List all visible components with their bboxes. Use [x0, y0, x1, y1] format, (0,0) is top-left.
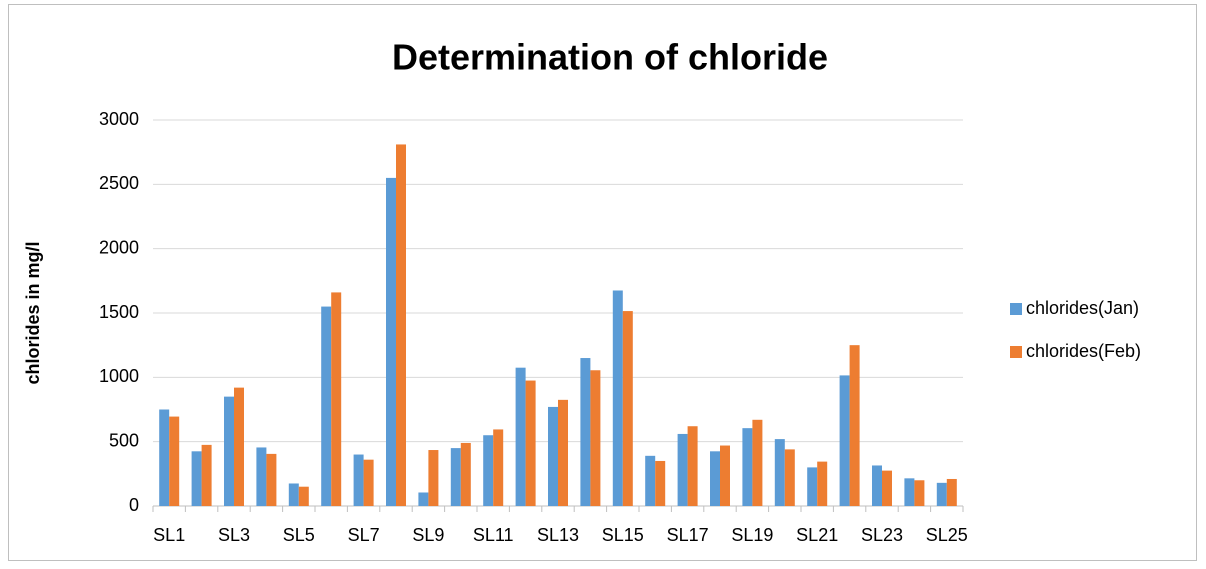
- bar: [710, 451, 720, 506]
- bar: [872, 465, 882, 506]
- bar: [201, 444, 212, 506]
- bar: [720, 445, 730, 506]
- bar: [752, 419, 763, 506]
- bar: [483, 435, 494, 506]
- bar: [936, 482, 947, 506]
- bar: [580, 358, 591, 506]
- bar: [234, 387, 244, 506]
- bar: [655, 460, 666, 506]
- y-tick-label: 500: [109, 430, 139, 450]
- x-tick-label: SL3: [218, 525, 250, 545]
- x-tick-label: SL19: [731, 525, 773, 545]
- bar: [590, 370, 601, 506]
- x-tick-label: SL23: [861, 525, 903, 545]
- bar: [321, 306, 332, 506]
- bar: [882, 470, 892, 506]
- bar: [914, 480, 925, 506]
- chart-frame: [8, 4, 1197, 561]
- bar: [298, 486, 309, 506]
- bar: [687, 426, 698, 506]
- y-tick-label: 1000: [99, 366, 139, 386]
- bar: [645, 455, 656, 506]
- bar: [807, 467, 818, 506]
- bar: [946, 478, 957, 506]
- y-tick-label: 3000: [99, 109, 139, 129]
- x-tick-label: SL25: [926, 525, 968, 545]
- y-axis-label: chlorides in mg/l: [23, 241, 43, 384]
- chart-title: Determination of chloride: [392, 37, 828, 78]
- bar: [742, 428, 753, 506]
- bar: [622, 311, 633, 506]
- bar: [169, 416, 180, 506]
- bar: [558, 399, 568, 506]
- bar: [525, 380, 536, 506]
- bar: [450, 448, 461, 506]
- x-tick-label: SL17: [667, 525, 709, 545]
- bar: [191, 451, 202, 506]
- bar: [288, 483, 299, 506]
- x-tick-label: SL9: [412, 525, 444, 545]
- y-tick-label: 1500: [99, 302, 139, 322]
- x-tick-label: SL11: [473, 525, 514, 545]
- x-tick-label: SL21: [796, 525, 838, 545]
- legend-label: chlorides(Feb): [1026, 341, 1141, 361]
- legend-label: chlorides(Jan): [1026, 298, 1139, 318]
- bar: [784, 449, 795, 506]
- bar: [266, 453, 277, 506]
- y-tick-label: 2500: [99, 173, 139, 193]
- bar: [460, 442, 471, 506]
- bar: [256, 447, 267, 506]
- x-tick-label: SL7: [348, 525, 380, 545]
- bar: [548, 406, 558, 506]
- bar: [353, 454, 364, 506]
- bar: [817, 461, 828, 506]
- bar: [418, 492, 429, 506]
- bar: [363, 459, 374, 506]
- x-tick-label: SL5: [283, 525, 315, 545]
- bar: [677, 433, 688, 506]
- bar: [224, 396, 234, 506]
- bar: [493, 429, 504, 506]
- bar: [428, 450, 439, 506]
- x-tick-label: SL13: [537, 525, 579, 545]
- x-tick-label: SL15: [602, 525, 644, 545]
- x-tick-label: SL1: [153, 525, 185, 545]
- legend-swatch: [1010, 303, 1022, 315]
- legend-swatch: [1010, 346, 1022, 358]
- bar: [515, 367, 526, 506]
- bar: [386, 177, 396, 506]
- bar: [331, 292, 342, 506]
- bar: [159, 409, 170, 506]
- y-tick-label: 2000: [99, 237, 139, 257]
- y-tick-label: 0: [129, 495, 139, 515]
- bar: [839, 375, 850, 506]
- bar: [904, 478, 915, 506]
- bar: [396, 144, 406, 507]
- bar: [612, 290, 623, 506]
- bar: [774, 439, 785, 506]
- bar: [849, 345, 860, 506]
